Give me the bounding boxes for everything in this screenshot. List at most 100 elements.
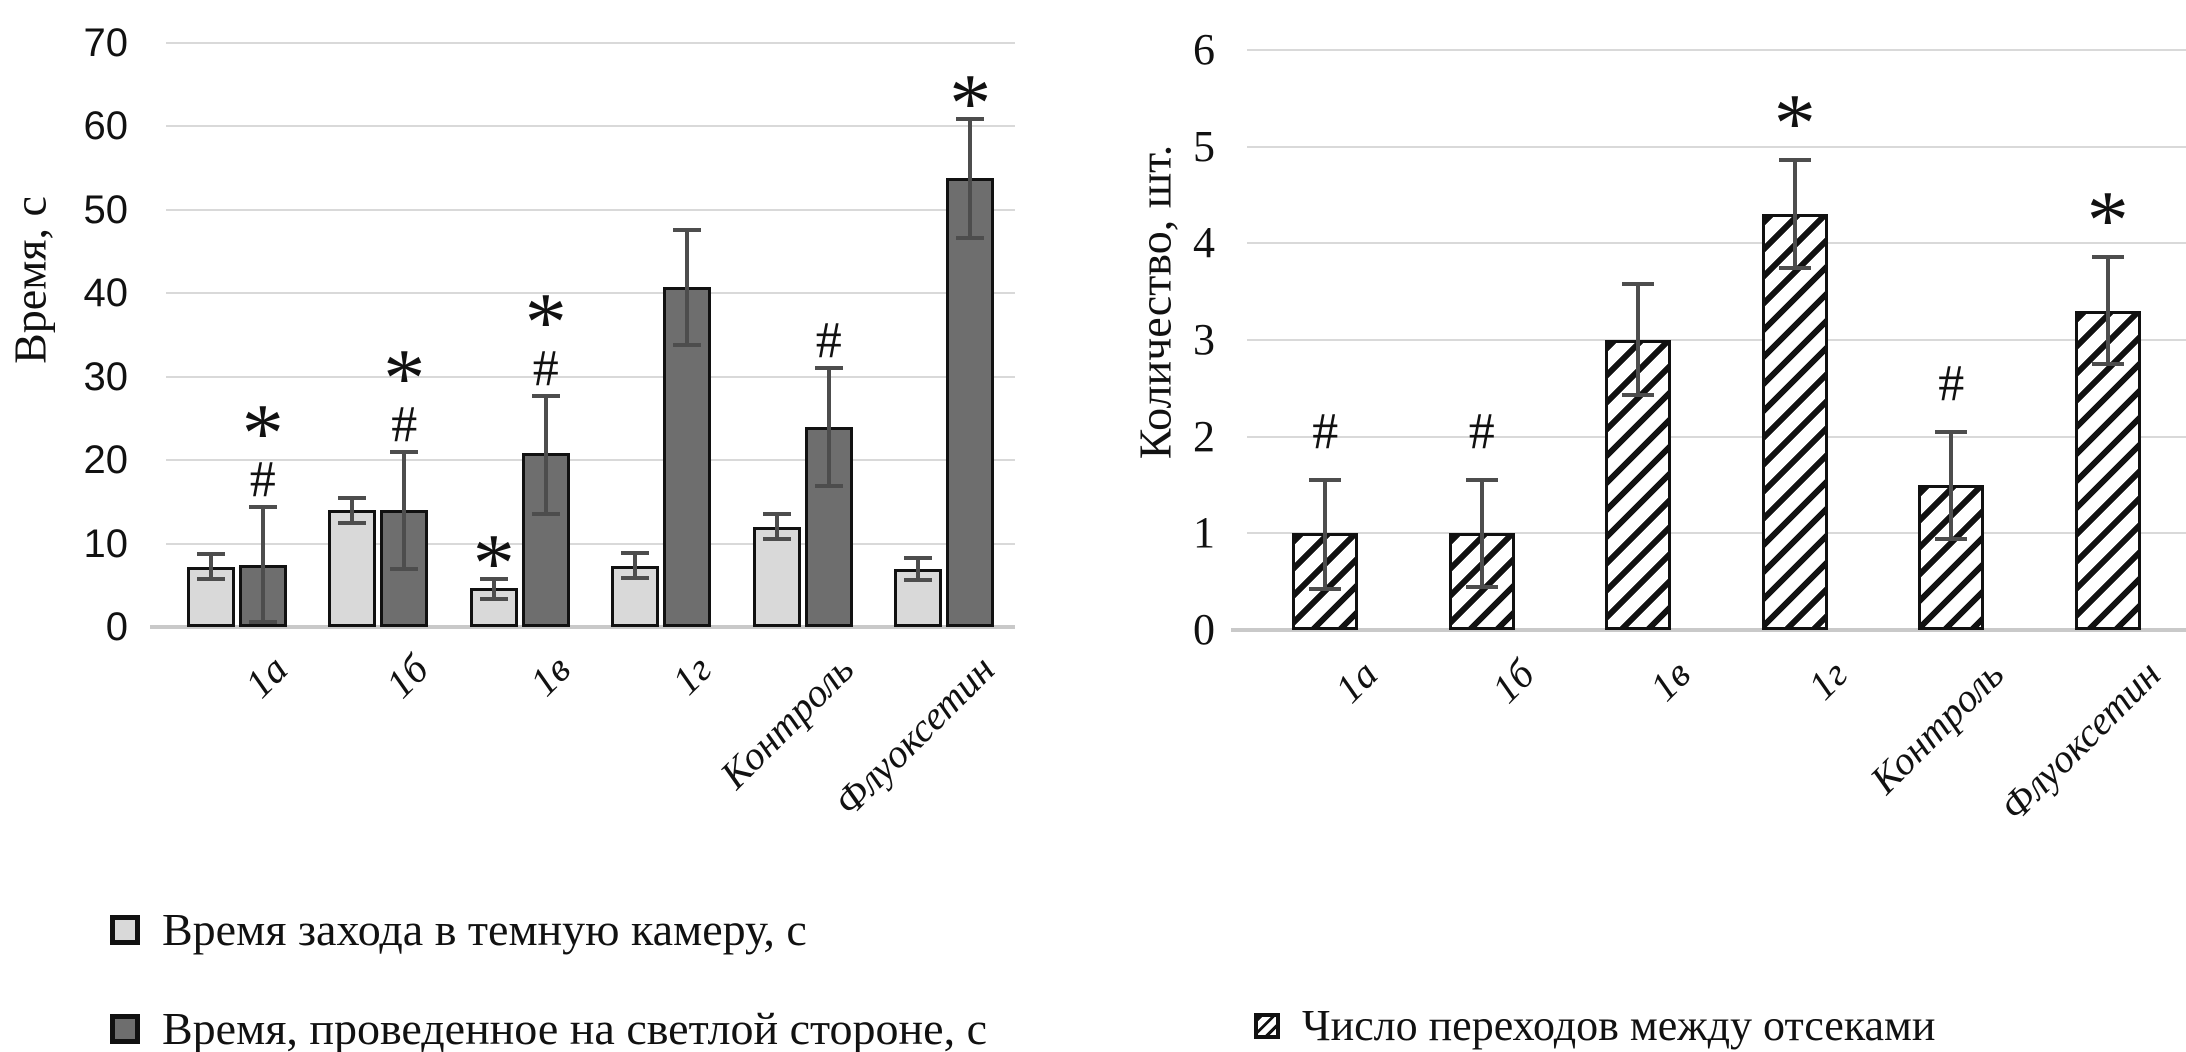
error-bar-cap-top xyxy=(479,576,508,581)
error-bar-cap-bottom xyxy=(338,520,367,525)
y-tick-label: 70 xyxy=(83,21,129,65)
x-axis-line xyxy=(1231,628,2186,632)
error-bar-stem xyxy=(1323,480,1328,590)
bar-hatch-Контроль xyxy=(1918,485,1985,630)
gridline xyxy=(1247,339,2186,341)
legend-label: Число переходов между отсеками xyxy=(1302,1001,1936,1050)
bar-light-1а xyxy=(186,566,235,627)
y-tick-label: 0 xyxy=(105,605,128,649)
gridline xyxy=(166,375,1015,378)
error-bar-cap-bottom xyxy=(673,343,702,347)
legend-item-transitions: Число переходов между отсеками xyxy=(1254,1000,1935,1051)
bar-light-Контроль xyxy=(752,526,801,627)
legend-swatch-hatch-icon xyxy=(1254,1012,1280,1039)
y-tick-label: 2 xyxy=(1193,411,1215,461)
error-bar-cap-top xyxy=(956,116,985,121)
error-bar-cap-bottom xyxy=(762,537,791,542)
gridline xyxy=(166,208,1015,211)
legend-item-dark-chamber-time: Время захода в темную камеру, с xyxy=(110,903,807,956)
error-bar-cap-top xyxy=(621,550,650,555)
error-bar-cap-bottom xyxy=(814,484,843,488)
significance-hash-mark: # xyxy=(1312,402,1339,460)
significance-hash-mark: # xyxy=(815,311,842,369)
error-bar-stem xyxy=(208,553,213,579)
error-bar-cap-bottom xyxy=(956,236,985,241)
gridline xyxy=(1247,49,2186,51)
significance-hash-mark: # xyxy=(1938,354,1965,412)
error-bar-cap-bottom xyxy=(196,576,225,581)
error-bar-cap-bottom xyxy=(248,619,277,624)
y-tick-label: 1 xyxy=(1193,508,1215,558)
error-bar-cap-top xyxy=(762,512,791,517)
significance-star-mark: * xyxy=(949,57,992,151)
legend-label: Время, проведенное на светлой стороне, с xyxy=(162,1003,987,1052)
y-tick-label: 10 xyxy=(83,521,129,566)
gridline xyxy=(166,459,1015,462)
error-bar-cap-top xyxy=(1465,478,1498,483)
error-bar-cap-bottom xyxy=(479,596,508,601)
error-bar-stem xyxy=(826,367,831,486)
error-bar-cap-bottom xyxy=(1622,393,1655,398)
error-bar-stem xyxy=(1636,283,1641,396)
error-bar-stem xyxy=(633,552,638,578)
error-bar-cap-top xyxy=(196,551,225,556)
gridline xyxy=(1247,435,2186,438)
legend-label: Время захода в темную камеру, с xyxy=(162,904,807,955)
bar-dark-Флуоксетин xyxy=(946,178,995,627)
error-bar-stem xyxy=(916,557,921,581)
error-bar-stem xyxy=(491,578,496,599)
bar-dark-1в xyxy=(521,453,570,627)
y-tick-label: 50 xyxy=(83,187,129,232)
error-bar-cap-bottom xyxy=(621,575,650,580)
significance-star-mark: * xyxy=(383,331,426,425)
significance-star-mark: * xyxy=(524,275,567,369)
error-bar-cap-top xyxy=(814,365,843,370)
significance-hash-mark: # xyxy=(532,340,559,398)
error-bar-stem xyxy=(350,497,355,523)
gridline xyxy=(166,542,1015,545)
significance-hash-mark: # xyxy=(1468,402,1495,460)
error-bar-cap-top xyxy=(338,495,367,500)
significance-hash-mark: # xyxy=(391,396,418,454)
error-bar-cap-top xyxy=(904,555,933,560)
error-bar-stem xyxy=(402,451,407,569)
gridline xyxy=(1247,145,2186,148)
y-tick-label: 5 xyxy=(1193,121,1215,171)
y-tick-label: 6 xyxy=(1193,25,1215,74)
gridline xyxy=(1247,532,2186,535)
error-bar-cap-top xyxy=(2091,254,2124,259)
error-bar-stem xyxy=(1479,480,1484,587)
error-bar-stem xyxy=(968,118,973,239)
error-bar-cap-bottom xyxy=(531,512,560,517)
error-bar-cap-bottom xyxy=(2091,362,2124,367)
error-bar-cap-top xyxy=(1309,478,1342,483)
y-tick-label: 30 xyxy=(83,354,129,399)
y-tick-label: 60 xyxy=(83,104,129,149)
y-tick-label: 3 xyxy=(1193,315,1215,364)
error-bar-cap-top xyxy=(531,393,560,398)
error-bar-stem xyxy=(2105,256,2110,365)
error-bar-stem xyxy=(260,506,265,622)
legend-swatch-dark-icon xyxy=(110,1013,140,1044)
error-bar-cap-top xyxy=(1622,281,1655,286)
error-bar-cap-top xyxy=(390,449,419,454)
error-bar-stem xyxy=(774,514,779,540)
gridline xyxy=(166,125,1015,128)
error-bar-cap-bottom xyxy=(904,578,933,583)
error-bar-cap-top xyxy=(1935,429,1968,434)
error-bar-cap-bottom xyxy=(390,566,419,571)
error-bar-stem xyxy=(1792,160,1797,268)
gridline xyxy=(166,292,1015,295)
significance-star-mark: * xyxy=(472,516,515,610)
error-bar-stem xyxy=(1949,431,1954,540)
y-tick-label: 40 xyxy=(83,271,129,316)
error-bar-stem xyxy=(685,229,690,345)
error-bar-cap-bottom xyxy=(1935,537,1968,542)
legend-swatch-light-icon xyxy=(110,914,140,945)
significance-hash-mark: # xyxy=(249,451,276,509)
y-tick-label: 0 xyxy=(1193,605,1215,654)
error-bar-cap-bottom xyxy=(1778,265,1811,270)
x-axis-line xyxy=(150,625,1015,629)
error-bar-cap-top xyxy=(248,504,277,509)
